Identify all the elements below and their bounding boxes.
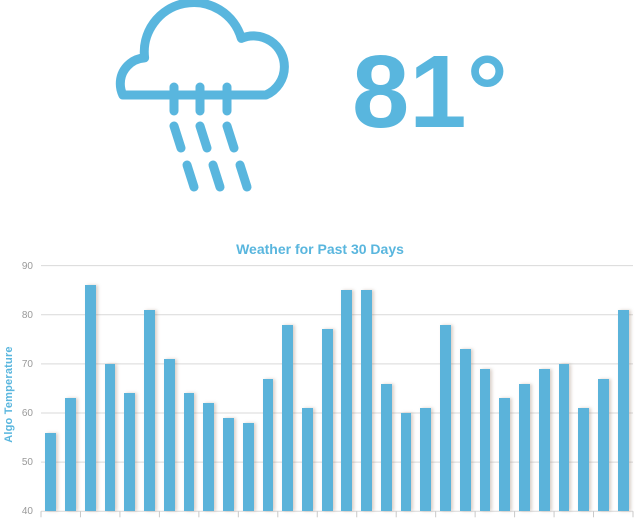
svg-text:90: 90 (22, 261, 34, 272)
svg-text:80: 80 (22, 310, 34, 321)
svg-text:70: 70 (22, 359, 34, 370)
svg-text:50: 50 (22, 457, 34, 468)
svg-text:60: 60 (22, 408, 34, 419)
svg-text:40: 40 (22, 506, 34, 517)
